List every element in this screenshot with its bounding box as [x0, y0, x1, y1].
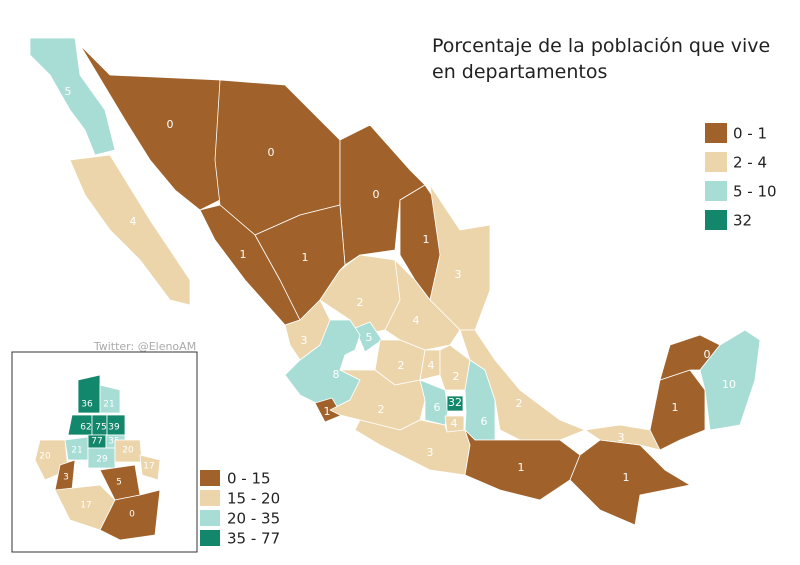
region [284, 319, 361, 411]
region [99, 384, 121, 414]
legend-label: 5 - 10 [733, 183, 777, 201]
map-title: Porcentaje de la población que vive en d… [432, 35, 771, 83]
region-label: 20 [39, 452, 51, 462]
region-label: 4 [428, 359, 435, 372]
inset-legend-swatch [200, 470, 220, 486]
region-label: 6 [434, 401, 441, 414]
region-label: 4 [130, 215, 137, 228]
legend-swatch [705, 152, 727, 172]
region-label: 77 [91, 437, 102, 447]
region-label: 0 [373, 188, 380, 201]
region-label: 29 [96, 455, 108, 465]
region-label: 5 [65, 85, 72, 98]
region-label: 32 [448, 396, 462, 409]
region-label: 1 [423, 233, 430, 246]
inset-legend-label: 35 - 77 [227, 530, 280, 548]
region-label: 0 [268, 146, 275, 159]
region [699, 329, 761, 431]
region-label: 1 [518, 461, 525, 474]
region-label: 0 [704, 348, 711, 361]
region-label: 3 [63, 473, 69, 483]
legend-swatch [705, 210, 727, 230]
region-label: 1 [302, 251, 309, 264]
region [99, 489, 161, 541]
region-label: 35 [108, 437, 119, 447]
region-label: 21 [71, 446, 82, 456]
region-label: 4 [451, 417, 458, 430]
inset-legend-label: 15 - 20 [227, 490, 280, 508]
inset-legend-swatch [200, 510, 220, 526]
region-label: 0 [129, 510, 135, 520]
region-label: 2 [516, 397, 523, 410]
region-label: 75 [95, 423, 106, 433]
region-label: 36 [81, 400, 93, 410]
region-label: 3 [301, 334, 308, 347]
region-label: 62 [80, 423, 91, 433]
legend-label: 32 [733, 212, 752, 230]
legend-swatch [705, 123, 727, 143]
inset-legend-label: 20 - 35 [227, 510, 280, 528]
region-label: 1 [672, 401, 679, 414]
region [569, 439, 691, 526]
region-label: 5 [366, 331, 373, 344]
legend-label: 2 - 4 [733, 154, 767, 172]
region [69, 154, 191, 306]
credit: Twitter: @ElenoAM [93, 340, 196, 353]
region-label: 39 [108, 423, 120, 433]
region-label: 17 [80, 501, 91, 511]
region-label: 20 [122, 446, 134, 456]
region-label: 3 [618, 431, 625, 444]
region-label: 5 [116, 478, 122, 488]
region-label: 3 [427, 446, 434, 459]
region-label: 1 [240, 248, 247, 261]
inset-legend-swatch [200, 530, 220, 546]
region-label: 2 [398, 359, 405, 372]
region-label: 2 [453, 370, 460, 383]
region-label: 0 [167, 118, 174, 131]
region-label: 6 [481, 415, 488, 428]
region [139, 454, 161, 481]
inset-legend-label: 0 - 15 [227, 470, 271, 488]
region [79, 44, 221, 211]
region [29, 37, 116, 156]
region-label: 1 [623, 471, 630, 484]
region-label: 2 [357, 296, 364, 309]
region [384, 259, 461, 351]
legend-swatch [705, 181, 727, 201]
region-label: 21 [103, 400, 114, 410]
region [446, 395, 464, 412]
region [439, 344, 471, 391]
inset-legend-swatch [200, 490, 220, 506]
legend-label: 0 - 1 [733, 125, 767, 143]
region-label: 2 [378, 403, 385, 416]
region-label: 3 [455, 268, 462, 281]
region-label: 17 [143, 462, 154, 472]
region-label: 8 [333, 368, 340, 381]
region-label: 1 [324, 405, 331, 418]
region-label: 10 [722, 378, 736, 391]
region-label: 4 [413, 314, 420, 327]
